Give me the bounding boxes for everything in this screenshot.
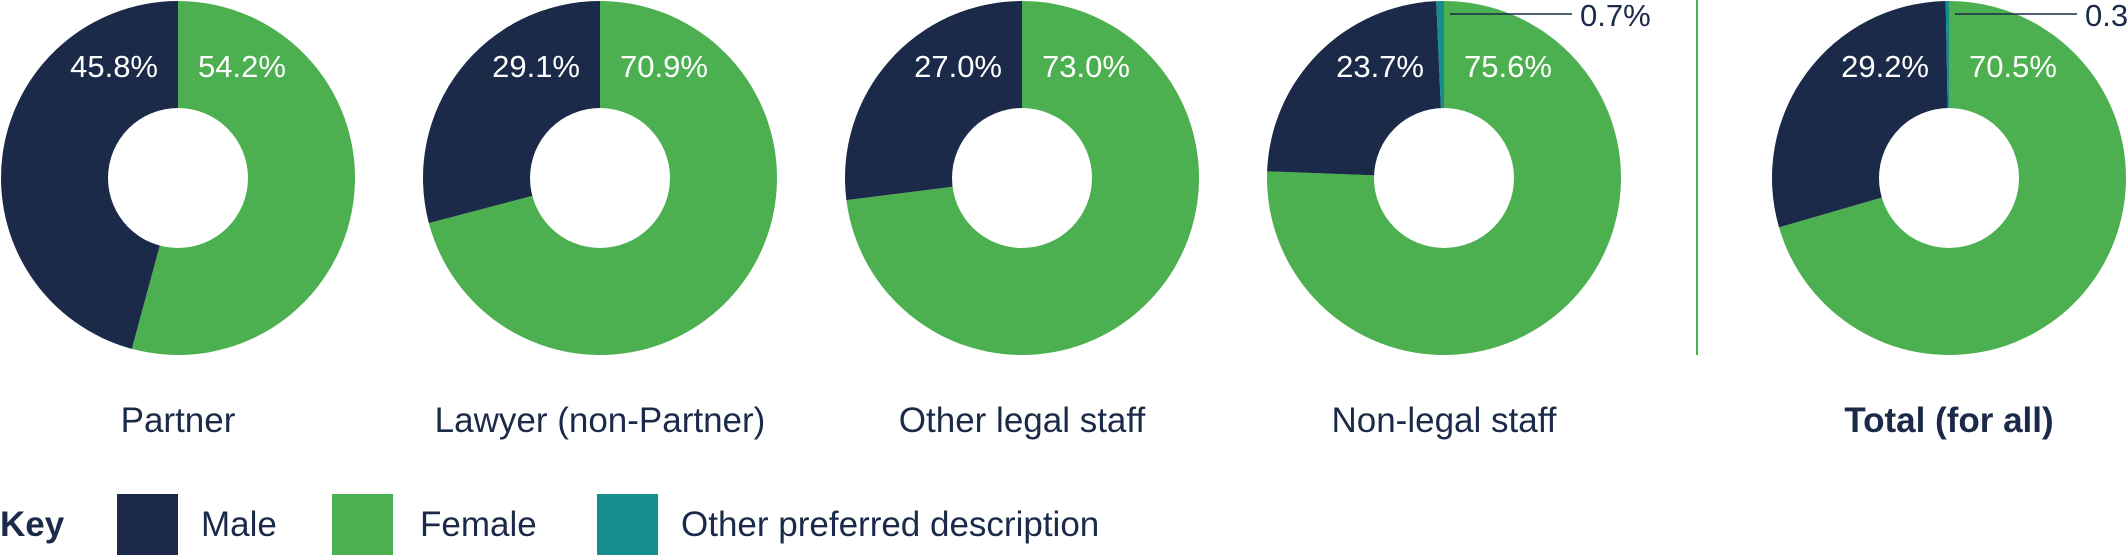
legend-swatch-other-preferred-description (597, 494, 658, 555)
value-label-non-legal-staff-female: 75.6% (1464, 49, 1552, 84)
legend-label-female: Female (420, 505, 537, 544)
value-label-lawyer-non-partner-female: 70.9% (620, 49, 708, 84)
chart-label-partner: Partner (121, 401, 236, 440)
legend: Key Male Female Other preferred descriptio… (0, 494, 1099, 555)
chart-label-total-for-all: Total (for all) (1844, 401, 2053, 440)
donut-partner: 45.8% 54.2% Partner (0, 1, 355, 440)
donut-hole (1879, 108, 2019, 248)
value-label-non-legal-staff-male: 23.7% (1336, 49, 1424, 84)
donut-non-legal-staff: 23.7% 75.6% 0.7% Non-legal staff (1267, 0, 1651, 440)
chart-label-non-legal-staff: Non-legal staff (1331, 401, 1556, 440)
value-label-other-legal-staff-male: 27.0% (914, 49, 1002, 84)
value-label-partner-female: 54.2% (198, 49, 286, 84)
value-label-other-legal-staff-female: 73.0% (1042, 49, 1130, 84)
donut-hole (108, 108, 248, 248)
donut-total-for-all: 29.2% 70.5% 0.3% Total (for all) (1772, 0, 2127, 440)
value-label-total-for-all-female: 70.5% (1969, 49, 2057, 84)
donut-charts: 45.8% 54.2% Partner 29.1% 70.9% Lawyer (non-P… (0, 0, 2127, 440)
legend-swatch-female (332, 494, 393, 555)
donut-hole (530, 108, 670, 248)
chart-label-lawyer-non-partner: Lawyer (non-Partner) (435, 401, 766, 440)
value-label-lawyer-non-partner-male: 29.1% (492, 49, 580, 84)
donut-lawyer-non-partner: 29.1% 70.9% Lawyer (non-Partner) (422, 1, 777, 440)
slice-partner-male (0, 1, 178, 349)
value-label-total-for-all-male: 29.2% (1841, 49, 1929, 84)
legend-title: Key (0, 505, 65, 544)
donut-other-legal-staff: 27.0% 73.0% Other legal staff (845, 1, 1199, 440)
chart-label-other-legal-staff: Other legal staff (899, 401, 1146, 440)
value-label-total-for-all-other: 0.3% (2085, 0, 2127, 33)
legend-swatch-male (117, 494, 178, 555)
donut-hole (952, 108, 1092, 248)
legend-label-male: Male (201, 505, 277, 544)
value-label-non-legal-staff-other: 0.7% (1580, 0, 1651, 33)
legend-label-other-preferred-description: Other preferred description (681, 505, 1099, 544)
donut-hole (1374, 108, 1514, 248)
value-label-partner-male: 45.8% (70, 49, 158, 84)
